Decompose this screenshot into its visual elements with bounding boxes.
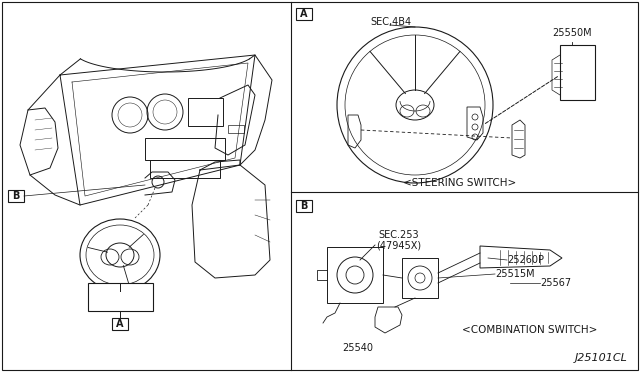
Bar <box>188 98 223 126</box>
Text: (47945X): (47945X) <box>376 240 421 250</box>
Bar <box>228 125 244 133</box>
Text: J25101CL: J25101CL <box>575 353 628 363</box>
FancyBboxPatch shape <box>296 8 312 20</box>
Bar <box>150 160 220 178</box>
Bar <box>88 283 153 311</box>
Text: A: A <box>116 319 124 329</box>
FancyBboxPatch shape <box>296 200 312 212</box>
Bar <box>327 247 383 303</box>
Text: 25540: 25540 <box>342 343 374 353</box>
Bar <box>402 258 438 298</box>
Text: 25550M: 25550M <box>552 28 592 38</box>
FancyBboxPatch shape <box>8 190 24 202</box>
Bar <box>145 138 225 160</box>
Text: 25567: 25567 <box>540 278 571 288</box>
Text: B: B <box>12 191 20 201</box>
Text: B: B <box>300 201 308 211</box>
Text: A: A <box>300 9 308 19</box>
FancyBboxPatch shape <box>112 318 128 330</box>
Bar <box>560 45 595 100</box>
Text: <STEERING SWITCH>: <STEERING SWITCH> <box>403 178 516 188</box>
Text: SEC,4B4: SEC,4B4 <box>370 17 411 27</box>
Text: 25515M: 25515M <box>495 269 534 279</box>
Text: 25260P: 25260P <box>507 255 544 265</box>
Text: SEC.253: SEC.253 <box>378 230 419 240</box>
Text: <COMBINATION SWITCH>: <COMBINATION SWITCH> <box>462 325 598 335</box>
